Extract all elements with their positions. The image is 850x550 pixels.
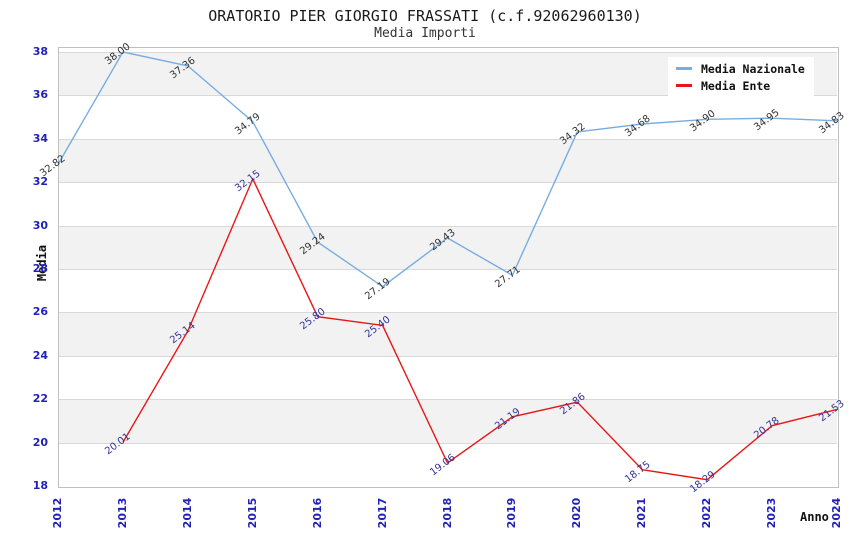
legend-item-media-ente: Media Ente [676,79,814,93]
line-swatch-icon [676,84,692,87]
y-tick-label: 20 [32,435,48,449]
background-band [59,399,837,443]
series-line-media-nazionale [57,51,838,288]
y-tick-label: 38 [32,45,48,58]
gridline [59,52,837,53]
y-tick-label: 32 [32,175,48,189]
y-tick-label: 26 [32,305,48,319]
plot-area-border [58,47,839,488]
legend: Media Nazionale Media Ente [668,57,814,97]
gridline [59,182,837,184]
x-axis-title: Anno [800,510,829,524]
legend-label: Media Ente [701,78,771,93]
y-tick-label: 36 [32,88,48,102]
chart-subtitle: Media Importi [374,26,476,41]
gridline [59,95,837,97]
y-tick-label: 30 [32,218,48,232]
legend-label: Media Nazionale [701,61,805,76]
y-tick-label: 34 [32,131,48,145]
y-tick-label: 24 [32,348,48,362]
gridline [59,269,837,270]
line-swatch-icon [676,67,692,70]
background-band [59,312,837,356]
gridline [59,312,837,314]
gridline [59,225,837,227]
gridline [59,355,837,357]
gridline [59,138,837,140]
background-band [59,138,837,183]
background-band [59,225,837,269]
gridline [59,399,837,401]
y-tick-label: 28 [32,262,48,275]
legend-item-media-nazionale: Media Nazionale [676,62,814,76]
y-tick-label: 22 [32,392,48,406]
chart-title: ORATORIO PIER GIORGIO FRASSATI (c.f.9206… [208,7,642,25]
series-line-media-ente [122,177,838,481]
y-tick-label: 18 [32,479,48,492]
gridline [59,442,837,444]
